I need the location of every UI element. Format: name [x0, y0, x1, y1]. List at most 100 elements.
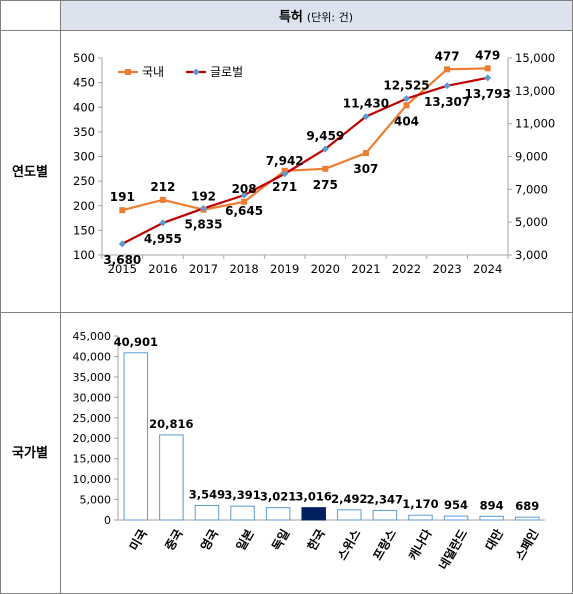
bar-y-tick-label: 10,000	[73, 473, 112, 486]
bar-y-tick-label: 30,000	[73, 391, 112, 404]
domestic-data-label: 192	[191, 190, 216, 204]
domestic-data-label: 271	[272, 180, 297, 194]
line-chart-axes: 100 150 200 250 300 350 400 450 500 3,000 5,000 7,0…	[73, 51, 555, 276]
global-data-label: 11,430	[343, 97, 389, 111]
global-data-label: 6,645	[225, 204, 263, 218]
global-point	[240, 191, 248, 199]
domestic-point	[444, 66, 451, 73]
domestic-point	[159, 196, 166, 203]
global-point	[281, 170, 289, 178]
bar-7	[372, 509, 398, 521]
global-data-label: 12,525	[383, 79, 429, 93]
bar-y-tick-label: 40,000	[73, 350, 112, 363]
right-y-tick-label: 15,000	[515, 51, 555, 65]
domestic-data-label: 191	[110, 190, 135, 204]
bar-y-tick-label: 45,000	[73, 330, 112, 343]
line-chart-legend: 국내 글로벌	[118, 65, 243, 79]
bar-5	[301, 507, 326, 521]
right-y-tick-label: 5,000	[515, 215, 548, 229]
bar-value-label: 3,021	[260, 490, 296, 504]
domestic-point	[362, 150, 369, 157]
bar-chart-axes: 0 5,000 10,000 15,000 20,000 25,000 30,000 35,0…	[73, 330, 545, 527]
header-unit: (단위: 건)	[307, 11, 353, 24]
x-tick-label: 2020	[311, 262, 340, 276]
global-point	[484, 74, 492, 82]
left-y-tick-label: 250	[73, 174, 95, 188]
domestic-data-label: 404	[394, 114, 419, 128]
x-tick-label: 2015	[108, 262, 137, 276]
domestic-data-label: 477	[435, 49, 460, 63]
domestic-data-label: 479	[475, 48, 500, 62]
bar-10	[479, 515, 504, 521]
line-chart-series	[118, 65, 492, 248]
bar-y-tick-label: 0	[104, 514, 111, 527]
global-series-line	[121, 76, 488, 245]
line-chart-data-labels: 191 212 192 208 271 275 307 404 477 479 3,6804,955…	[103, 48, 511, 266]
bar-11	[514, 516, 540, 521]
left-y-tick-label: 300	[73, 150, 95, 164]
bar-9	[443, 515, 469, 521]
bar-2	[194, 504, 220, 521]
bar-6	[337, 509, 362, 521]
legend-global-label: 글로벌	[210, 65, 243, 79]
bar-value-label: 3,016	[296, 490, 332, 504]
right-y-tick-label: 9,000	[515, 150, 548, 164]
bar-0	[123, 352, 149, 521]
right-y-tick-label: 3,000	[515, 248, 548, 262]
legend-domestic-marker	[125, 69, 131, 75]
bar-value-label: 2,347	[367, 492, 403, 506]
global-point	[159, 219, 167, 227]
global-data-label: 5,835	[185, 217, 223, 231]
bar-value-label: 40,901	[114, 335, 158, 349]
bar-value-label: 689	[515, 499, 539, 513]
bar-y-tick-label: 25,000	[73, 412, 112, 425]
domestic-point	[119, 207, 126, 214]
right-y-tick-label: 13,000	[515, 84, 555, 98]
global-point	[403, 95, 410, 103]
global-point	[200, 204, 207, 212]
x-tick-label: 2017	[189, 262, 218, 276]
left-y-tick-label: 350	[73, 125, 95, 139]
domestic-data-label: 275	[313, 178, 338, 192]
left-y-tick-label: 200	[73, 199, 95, 213]
bar-chart-bars	[123, 352, 540, 521]
bar-y-tick-label: 15,000	[73, 453, 112, 466]
left-y-tick-label: 150	[73, 223, 95, 237]
x-tick-label: 2018	[229, 262, 258, 276]
row-label-country: 국가별	[12, 445, 48, 461]
header-text: 특허 (단위: 건)	[279, 9, 353, 25]
header-background	[61, 1, 572, 30]
global-data-label: 7,942	[266, 154, 304, 168]
bar-4	[265, 507, 291, 521]
x-tick-label: 2024	[473, 262, 502, 276]
bar-y-tick-label: 5,000	[80, 494, 112, 507]
bar-value-label: 894	[480, 498, 504, 512]
legend-domestic-label: 국내	[142, 65, 164, 79]
x-tick-label: 2016	[148, 262, 177, 276]
bar-value-label: 3,391	[224, 488, 260, 502]
bar-y-tick-label: 20,000	[73, 432, 112, 445]
left-y-tick-label: 450	[73, 76, 95, 90]
header-title: 특허	[279, 9, 303, 25]
domestic-series-line	[122, 67, 488, 212]
domestic-data-label: 307	[353, 162, 378, 176]
bar-8	[408, 514, 433, 521]
bar-value-label: 954	[444, 498, 468, 512]
left-y-tick-label: 500	[73, 51, 95, 65]
global-data-label: 3,680	[103, 253, 141, 267]
x-tick-label: 2019	[270, 262, 299, 276]
global-data-label: 13,307	[424, 95, 470, 109]
bar-value-label: 1,170	[402, 497, 438, 511]
bar-value-label: 20,816	[149, 417, 193, 431]
global-point	[321, 145, 329, 153]
bar-1	[159, 434, 184, 521]
row-label-yearly: 연도별	[12, 164, 48, 180]
global-data-label: 9,459	[306, 129, 344, 143]
left-y-tick-label: 400	[73, 100, 95, 114]
domestic-point	[484, 65, 491, 72]
bar-value-label: 3,549	[189, 487, 225, 501]
domestic-data-label: 208	[232, 182, 257, 196]
domestic-point	[322, 165, 329, 172]
global-point	[118, 240, 126, 248]
